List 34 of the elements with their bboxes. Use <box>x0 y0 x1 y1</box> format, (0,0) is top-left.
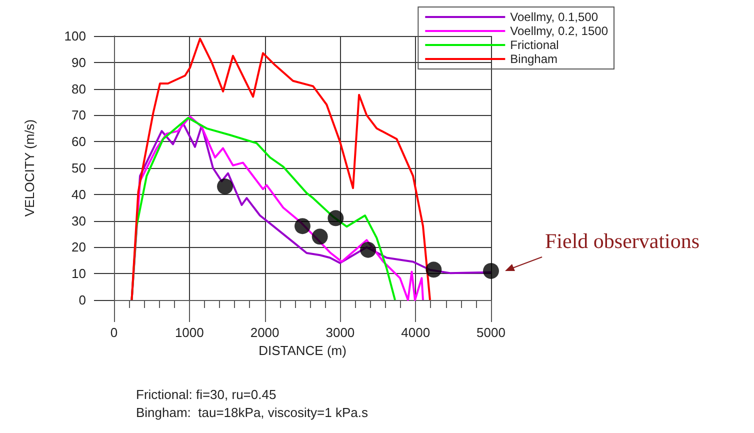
text: Frictional: fi=30, ru=0.45 <box>136 387 276 402</box>
line-series <box>130 38 431 301</box>
point <box>312 228 328 245</box>
y-tick-label: 70 <box>72 108 86 123</box>
y-tick-label: 20 <box>72 240 86 255</box>
y-tick-label: 40 <box>72 186 86 202</box>
text: Bingham <box>510 52 558 66</box>
y-tick-label: 90 <box>72 54 86 70</box>
point <box>360 242 376 258</box>
x-axis-title: DISTANCE (m) <box>258 342 346 358</box>
y-tick-label: 80 <box>72 81 86 96</box>
point <box>217 178 233 194</box>
point <box>294 218 310 234</box>
x-tick-label: 5000 <box>476 325 506 340</box>
x-tick-label: 2000 <box>250 325 280 340</box>
text: Voellmy, 0.2, 1500 <box>510 24 608 38</box>
y-tick-label: 0 <box>78 292 86 308</box>
y-tick-label: 10 <box>72 266 86 282</box>
text: Bingham: tau=18kPa, viscosity=1 kPa.s <box>136 405 368 420</box>
y-tick-label: 60 <box>72 134 86 150</box>
x-tick-label: 4000 <box>401 325 430 340</box>
x-tick-label: 1000 <box>174 325 204 340</box>
y-tick-label: 30 <box>72 213 86 228</box>
y-tick-label: 100 <box>64 28 86 44</box>
y-axis-title: VELOCITY (m/s) <box>22 119 37 217</box>
text: Voellmy, 0.1,500 <box>510 10 598 24</box>
y-tick-label: 50 <box>72 160 86 176</box>
point <box>483 262 499 279</box>
point <box>426 262 442 278</box>
text: Frictional <box>510 38 559 52</box>
x-tick-label: 3000 <box>326 325 355 340</box>
point <box>328 210 344 226</box>
annotation: Field observations <box>545 228 700 254</box>
x-tick-label: 0 <box>110 325 118 340</box>
